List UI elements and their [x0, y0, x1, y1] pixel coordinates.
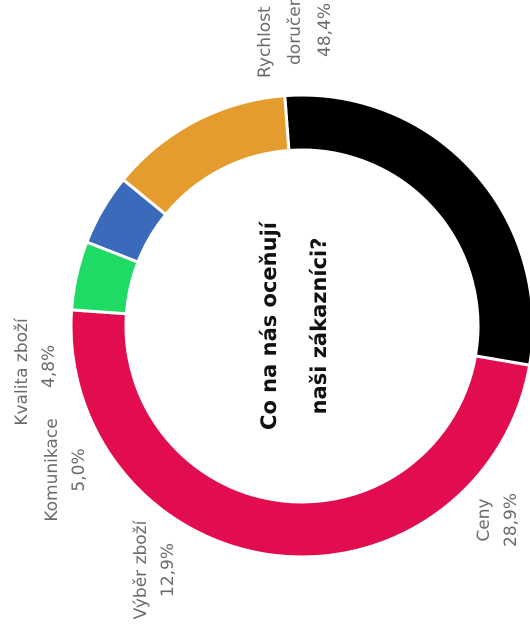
- chart-title-line-2: naši zákazníci?: [307, 238, 331, 415]
- slice-label-kvalita-zbozi: Kvalita zboží: [12, 317, 32, 426]
- slice-value-rychlost-doruceni: 48,4%: [315, 3, 335, 57]
- slice-kvalita-zbozi: [69, 240, 140, 316]
- slice-value-kvalita-zbozi: 4,8%: [39, 345, 59, 388]
- slice-label-rychlost: Rychlost: [255, 6, 275, 78]
- slice-ceny: [283, 93, 530, 367]
- label-group-kvalita-zbozi: Kvalita zboží 4,8%: [12, 317, 59, 426]
- slice-label-ceny: Ceny: [474, 498, 494, 541]
- slice-vyber-zbozi: [121, 94, 291, 217]
- chart-title-line-1: Co na nás oceňují: [257, 220, 281, 430]
- label-group-rychlost-doruceni: Rychlost doručení 48,4%: [255, 0, 335, 78]
- chart-title: Co na nás oceňují naši zákazníci?: [257, 220, 331, 430]
- slice-label-vyber-zbozi: Výběr zboží: [131, 519, 151, 619]
- slice-rychlost-doruceni: [69, 308, 530, 559]
- slice-value-vyber-zbozi: 12,9%: [158, 543, 178, 597]
- slice-label-doruceni: doručení: [285, 0, 305, 65]
- slice-value-komunikace: 5,0%: [69, 448, 89, 491]
- slice-value-ceny: 28,9%: [501, 493, 521, 547]
- label-group-ceny: Ceny 28,9%: [474, 493, 521, 547]
- label-group-komunikace: Komunikace 5,0%: [42, 418, 89, 521]
- label-group-vyber-zbozi: Výběr zboží 12,9%: [131, 519, 178, 619]
- slice-label-komunikace: Komunikace: [42, 418, 62, 521]
- donut-slices: [69, 93, 530, 559]
